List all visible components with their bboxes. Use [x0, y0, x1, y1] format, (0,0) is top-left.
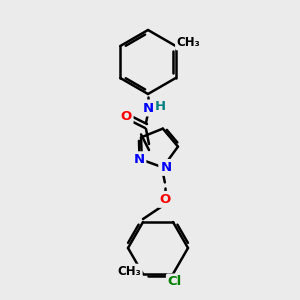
Text: CH₃: CH₃	[177, 35, 201, 49]
Text: O: O	[159, 193, 170, 206]
Text: N: N	[142, 101, 154, 115]
Text: H: H	[154, 100, 166, 112]
Text: CH₃: CH₃	[117, 266, 141, 278]
Text: Cl: Cl	[168, 275, 182, 289]
Text: N: N	[133, 153, 144, 166]
Text: N: N	[160, 161, 171, 174]
Text: O: O	[120, 110, 132, 122]
